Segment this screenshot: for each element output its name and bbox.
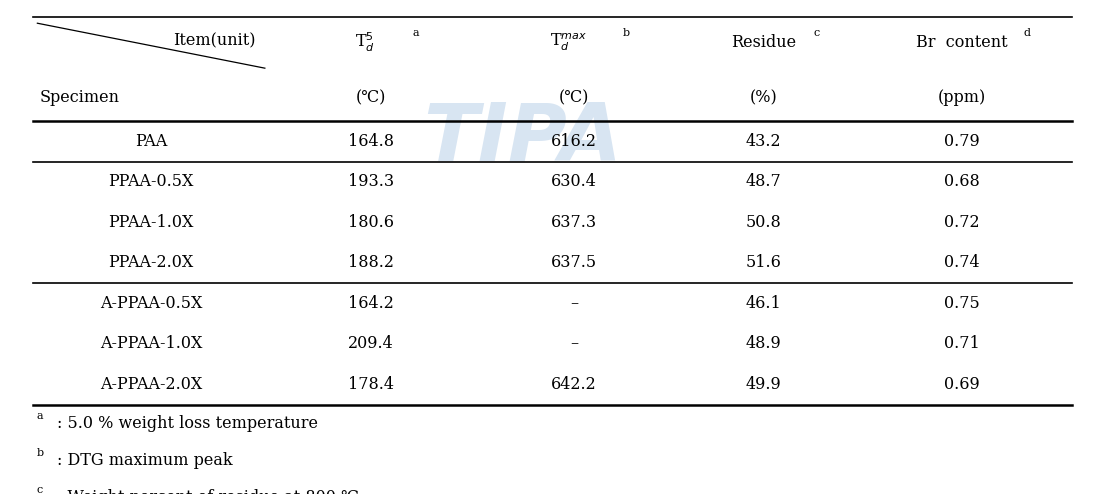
Text: –: – bbox=[570, 295, 578, 312]
Text: A-PPAA-0.5X: A-PPAA-0.5X bbox=[100, 295, 202, 312]
Text: 46.1: 46.1 bbox=[746, 295, 781, 312]
Text: 630.4: 630.4 bbox=[552, 173, 597, 190]
Text: 0.74: 0.74 bbox=[944, 254, 979, 271]
Text: 0.69: 0.69 bbox=[944, 376, 979, 393]
Text: T$_d^{max}$: T$_d^{max}$ bbox=[551, 32, 587, 53]
Text: : Weight percent of residue at 800 ℃: : Weight percent of residue at 800 ℃ bbox=[57, 489, 359, 494]
Text: 637.5: 637.5 bbox=[552, 254, 597, 271]
Text: : DTG maximum peak: : DTG maximum peak bbox=[57, 452, 233, 469]
Text: 43.2: 43.2 bbox=[746, 133, 781, 150]
Text: 49.9: 49.9 bbox=[746, 376, 781, 393]
Text: 48.9: 48.9 bbox=[746, 335, 781, 352]
Text: TIPA: TIPA bbox=[423, 99, 621, 177]
Text: Br  content: Br content bbox=[915, 34, 1008, 51]
Text: (ppm): (ppm) bbox=[937, 89, 986, 106]
Text: b: b bbox=[36, 448, 43, 458]
Text: 642.2: 642.2 bbox=[552, 376, 597, 393]
Text: PAA: PAA bbox=[135, 133, 167, 150]
Text: Specimen: Specimen bbox=[40, 89, 120, 106]
Text: 616.2: 616.2 bbox=[552, 133, 597, 150]
Text: 51.6: 51.6 bbox=[746, 254, 781, 271]
Text: d: d bbox=[1023, 28, 1030, 39]
Text: a: a bbox=[413, 28, 420, 39]
Text: 637.3: 637.3 bbox=[552, 214, 597, 231]
Text: c: c bbox=[36, 485, 43, 494]
Text: (℃): (℃) bbox=[559, 89, 589, 106]
Text: 48.7: 48.7 bbox=[746, 173, 781, 190]
Text: 164.2: 164.2 bbox=[348, 295, 393, 312]
Text: PPAA-2.0X: PPAA-2.0X bbox=[109, 254, 193, 271]
Text: Residue: Residue bbox=[731, 34, 797, 51]
Text: PPAA-0.5X: PPAA-0.5X bbox=[109, 173, 193, 190]
Text: 193.3: 193.3 bbox=[348, 173, 393, 190]
Text: b: b bbox=[622, 28, 630, 39]
Text: (℃): (℃) bbox=[356, 89, 386, 106]
Text: A-PPAA-1.0X: A-PPAA-1.0X bbox=[100, 335, 202, 352]
Text: Item(unit): Item(unit) bbox=[174, 32, 256, 49]
Text: –: – bbox=[570, 335, 578, 352]
Text: 0.72: 0.72 bbox=[944, 214, 979, 231]
Text: 0.75: 0.75 bbox=[944, 295, 979, 312]
Text: 178.4: 178.4 bbox=[348, 376, 393, 393]
Text: : 5.0 % weight loss temperature: : 5.0 % weight loss temperature bbox=[57, 414, 318, 432]
Text: 0.79: 0.79 bbox=[944, 133, 979, 150]
Text: T$_d^{5}$: T$_d^{5}$ bbox=[355, 31, 376, 54]
Text: (%): (%) bbox=[750, 89, 778, 106]
Text: 0.71: 0.71 bbox=[944, 335, 979, 352]
Text: 164.8: 164.8 bbox=[348, 133, 393, 150]
Text: a: a bbox=[36, 411, 43, 421]
Text: PPAA-1.0X: PPAA-1.0X bbox=[109, 214, 193, 231]
Text: c: c bbox=[813, 28, 820, 39]
Text: 0.68: 0.68 bbox=[944, 173, 979, 190]
Text: 180.6: 180.6 bbox=[348, 214, 393, 231]
Text: 209.4: 209.4 bbox=[348, 335, 393, 352]
Text: A-PPAA-2.0X: A-PPAA-2.0X bbox=[100, 376, 202, 393]
Text: 188.2: 188.2 bbox=[348, 254, 393, 271]
Text: 50.8: 50.8 bbox=[746, 214, 781, 231]
